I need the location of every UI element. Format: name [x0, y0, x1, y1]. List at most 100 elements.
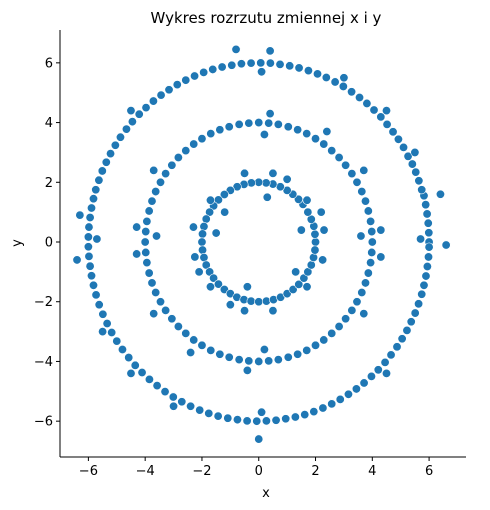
data-point — [224, 352, 234, 362]
data-point — [367, 247, 377, 257]
data-point — [407, 159, 417, 169]
data-point — [141, 227, 151, 237]
data-point — [91, 185, 101, 195]
data-point — [366, 258, 376, 268]
data-point — [293, 349, 303, 359]
data-point — [290, 412, 300, 422]
data-point — [265, 109, 275, 119]
data-point — [198, 229, 208, 239]
data-point — [264, 118, 274, 128]
data-point — [318, 255, 328, 265]
data-point — [414, 176, 424, 186]
data-point — [311, 340, 321, 350]
data-point — [121, 124, 131, 134]
data-point — [87, 271, 97, 281]
y-tick-label: −6 — [34, 415, 53, 430]
data-point — [206, 129, 216, 139]
data-point — [366, 216, 376, 226]
y-tick-label: −4 — [34, 355, 53, 370]
data-point — [367, 227, 377, 237]
data-point — [421, 200, 431, 210]
data-point — [275, 59, 285, 69]
data-point — [87, 203, 97, 213]
data-point — [85, 261, 95, 271]
data-point — [359, 309, 369, 319]
data-point — [223, 413, 233, 423]
x-tick-label: 2 — [311, 464, 319, 479]
data-point — [382, 119, 392, 129]
data-point — [75, 210, 85, 220]
x-tick-label: 4 — [368, 464, 376, 479]
data-point — [341, 314, 351, 324]
data-point — [173, 322, 183, 332]
data-point — [330, 77, 340, 87]
data-point — [242, 282, 252, 292]
data-point — [410, 147, 420, 157]
data-point — [246, 296, 256, 306]
data-point — [205, 195, 215, 205]
data-point — [376, 112, 386, 122]
data-point — [189, 139, 199, 149]
data-point — [213, 411, 223, 421]
data-point — [271, 415, 281, 425]
data-point — [89, 194, 99, 204]
data-point — [217, 62, 227, 72]
data-point — [234, 119, 244, 129]
data-point — [362, 98, 372, 108]
data-point — [334, 153, 344, 163]
data-point — [215, 349, 225, 359]
data-point — [94, 300, 104, 310]
data-point — [357, 187, 367, 197]
data-point — [205, 282, 215, 292]
data-point — [224, 122, 234, 132]
data-point — [98, 309, 108, 319]
data-point — [319, 139, 329, 149]
x-axis-label: x — [262, 486, 270, 501]
data-point — [156, 297, 166, 307]
data-point — [92, 234, 102, 244]
data-point — [141, 247, 151, 257]
data-point — [424, 228, 434, 238]
data-point — [273, 355, 283, 365]
data-point — [126, 368, 136, 378]
data-point — [311, 134, 321, 144]
data-point — [319, 225, 329, 235]
data-point — [188, 222, 198, 232]
data-point — [363, 268, 373, 278]
x-tick-label: 6 — [425, 464, 433, 479]
data-point — [225, 300, 235, 310]
data-point — [293, 125, 303, 135]
data-point — [319, 335, 329, 345]
data-point — [149, 309, 159, 319]
data-point — [83, 232, 93, 242]
data-point — [355, 92, 365, 102]
data-point — [347, 305, 357, 315]
data-point — [236, 59, 246, 69]
data-point — [257, 67, 267, 77]
data-point — [352, 177, 362, 187]
data-point — [397, 334, 407, 344]
data-point — [327, 146, 337, 156]
data-point — [227, 60, 237, 70]
data-point — [262, 192, 272, 202]
data-point — [306, 260, 316, 270]
y-tick-label: −2 — [34, 295, 53, 310]
data-point — [144, 374, 154, 384]
data-point — [310, 229, 320, 239]
data-point — [181, 75, 191, 85]
data-point — [351, 384, 361, 394]
data-point — [232, 415, 242, 425]
data-point — [347, 87, 357, 97]
data-point — [106, 149, 116, 159]
data-point — [416, 234, 426, 244]
data-point — [89, 280, 99, 290]
data-point — [151, 187, 161, 197]
data-point — [149, 165, 159, 175]
data-point — [441, 240, 451, 250]
data-point — [424, 242, 434, 252]
data-point — [168, 392, 178, 402]
data-point — [177, 397, 187, 407]
data-point — [285, 61, 295, 71]
data-point — [204, 408, 214, 418]
data-point — [339, 73, 349, 83]
